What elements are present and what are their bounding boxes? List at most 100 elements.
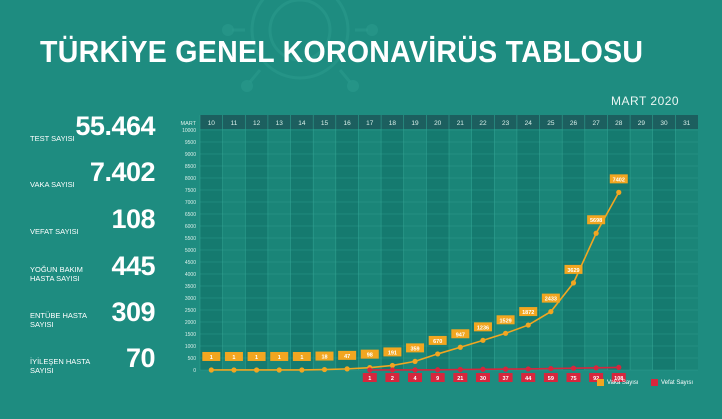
- death-point: [480, 366, 486, 372]
- y-tick-label: 7500: [185, 188, 196, 194]
- case-point: [321, 366, 328, 373]
- death-data-label: 75: [570, 376, 576, 382]
- x-tick-label: 16: [344, 120, 352, 127]
- death-series-line: [369, 366, 619, 371]
- death-data-label: 37: [503, 376, 509, 382]
- case-data-label: 2433: [545, 297, 557, 303]
- case-label-box: [428, 335, 447, 345]
- stat-intubated-label: ENTÜBE HASTA SAYISI: [30, 311, 87, 329]
- death-point: [525, 366, 531, 372]
- case-label-box: [202, 351, 221, 361]
- case-label-box: [224, 351, 243, 361]
- column-band: [267, 129, 291, 370]
- legend-deaths: Vefat Sayısı: [651, 379, 693, 386]
- case-point: [389, 362, 396, 369]
- death-label-box: [453, 373, 468, 382]
- column-band: [245, 129, 268, 370]
- case-label-box: [541, 293, 560, 303]
- x-tick-label: 27: [593, 120, 601, 127]
- case-label-box: [406, 343, 425, 353]
- y-tick-label: 6000: [185, 224, 196, 230]
- x-tick-label: 12: [253, 120, 261, 127]
- y-tick-label: 6500: [185, 212, 196, 218]
- column-band: [358, 129, 382, 370]
- death-label-box: [566, 373, 581, 382]
- case-label-box: [519, 307, 538, 317]
- column-band: [539, 129, 563, 370]
- case-data-label: 191: [388, 350, 397, 356]
- x-tick-label: 14: [298, 120, 306, 127]
- column-band: [494, 129, 517, 370]
- stat-icu-value: 445: [111, 251, 155, 281]
- case-point: [616, 189, 622, 195]
- stat-intubated-value: 309: [111, 297, 155, 327]
- column-band: [630, 129, 653, 370]
- y-tick-label: 3000: [185, 296, 196, 302]
- y-tick-label: 1000: [185, 344, 196, 350]
- y-tick-label: 5000: [185, 248, 196, 254]
- case-label-box: [292, 351, 311, 361]
- death-point: [570, 365, 577, 371]
- column-band: [426, 129, 449, 370]
- case-data-label: 1: [278, 355, 281, 361]
- case-data-label: 1236: [477, 325, 489, 331]
- case-data-label: 7402: [613, 177, 625, 183]
- y-tick-label: 8000: [185, 176, 196, 182]
- stat-test-label: TEST SAYISI: [30, 134, 75, 143]
- case-data-label: 1872: [522, 310, 534, 316]
- death-point: [502, 366, 509, 372]
- legend-deaths-swatch: [651, 379, 658, 386]
- case-data-label: 1: [232, 355, 235, 361]
- y-tick-label: 9000: [185, 152, 196, 158]
- death-data-label: 9: [436, 376, 439, 382]
- x-tick-label: 23: [502, 120, 510, 127]
- death-point: [593, 365, 599, 371]
- column-band: [584, 129, 608, 370]
- y-tick-label: 9500: [185, 140, 196, 146]
- x-tick-label: 13: [276, 120, 284, 127]
- column-band: [675, 129, 698, 370]
- death-label-box: [543, 373, 558, 382]
- death-data-label: 92: [593, 376, 599, 382]
- y-tick-label: 0: [193, 368, 196, 374]
- case-point: [525, 322, 531, 328]
- stat-intubated: ENTÜBE HASTA SAYISI 309: [30, 297, 155, 333]
- death-label-box: [498, 373, 513, 382]
- case-point: [593, 230, 599, 236]
- case-data-label: 3629: [567, 268, 579, 274]
- death-label-box: [362, 373, 377, 382]
- x-tick-label: 17: [366, 120, 374, 127]
- stat-deaths: VEFAT SAYISI 108: [30, 204, 155, 240]
- case-point: [276, 367, 282, 373]
- case-data-label: 98: [367, 353, 373, 359]
- stat-test-value: 55.464: [75, 111, 155, 141]
- stat-icu: YOĞUN BAKIM HASTA SAYISI 445: [30, 251, 155, 287]
- case-label-box: [315, 351, 334, 361]
- page-title: TÜRKİYE GENEL KORONAVİRÜS TABLOSU: [40, 34, 644, 69]
- y-tick-label: 2500: [185, 308, 196, 314]
- stat-recovered: İYİLEŞEN HASTA SAYISI 70: [30, 343, 156, 379]
- y-tick-label: 500: [188, 356, 197, 362]
- case-label-box: [383, 347, 402, 357]
- x-tick-label: 30: [660, 120, 668, 127]
- x-tick-label: 18: [389, 120, 397, 127]
- y-tick-label: 2000: [185, 320, 196, 326]
- x-tick-label: 19: [411, 120, 419, 127]
- case-label-box: [564, 264, 583, 274]
- column-band: [290, 129, 314, 370]
- case-data-label: 47: [344, 354, 350, 360]
- column-band: [562, 129, 585, 370]
- case-point: [435, 351, 441, 357]
- y-tick-label: 8500: [185, 164, 196, 170]
- x-tick-label: 24: [525, 120, 533, 127]
- case-label-box: [360, 349, 379, 359]
- death-point: [367, 367, 373, 373]
- death-data-label: 108: [614, 376, 623, 382]
- stat-test: TEST SAYISI 55.464: [30, 111, 155, 147]
- stat-recovered-label: İYİLEŞEN HASTA SAYISI: [30, 357, 90, 375]
- case-label-box: [473, 322, 492, 332]
- x-tick-label: 22: [479, 120, 487, 127]
- death-data-label: 30: [480, 376, 486, 382]
- case-point: [253, 367, 260, 373]
